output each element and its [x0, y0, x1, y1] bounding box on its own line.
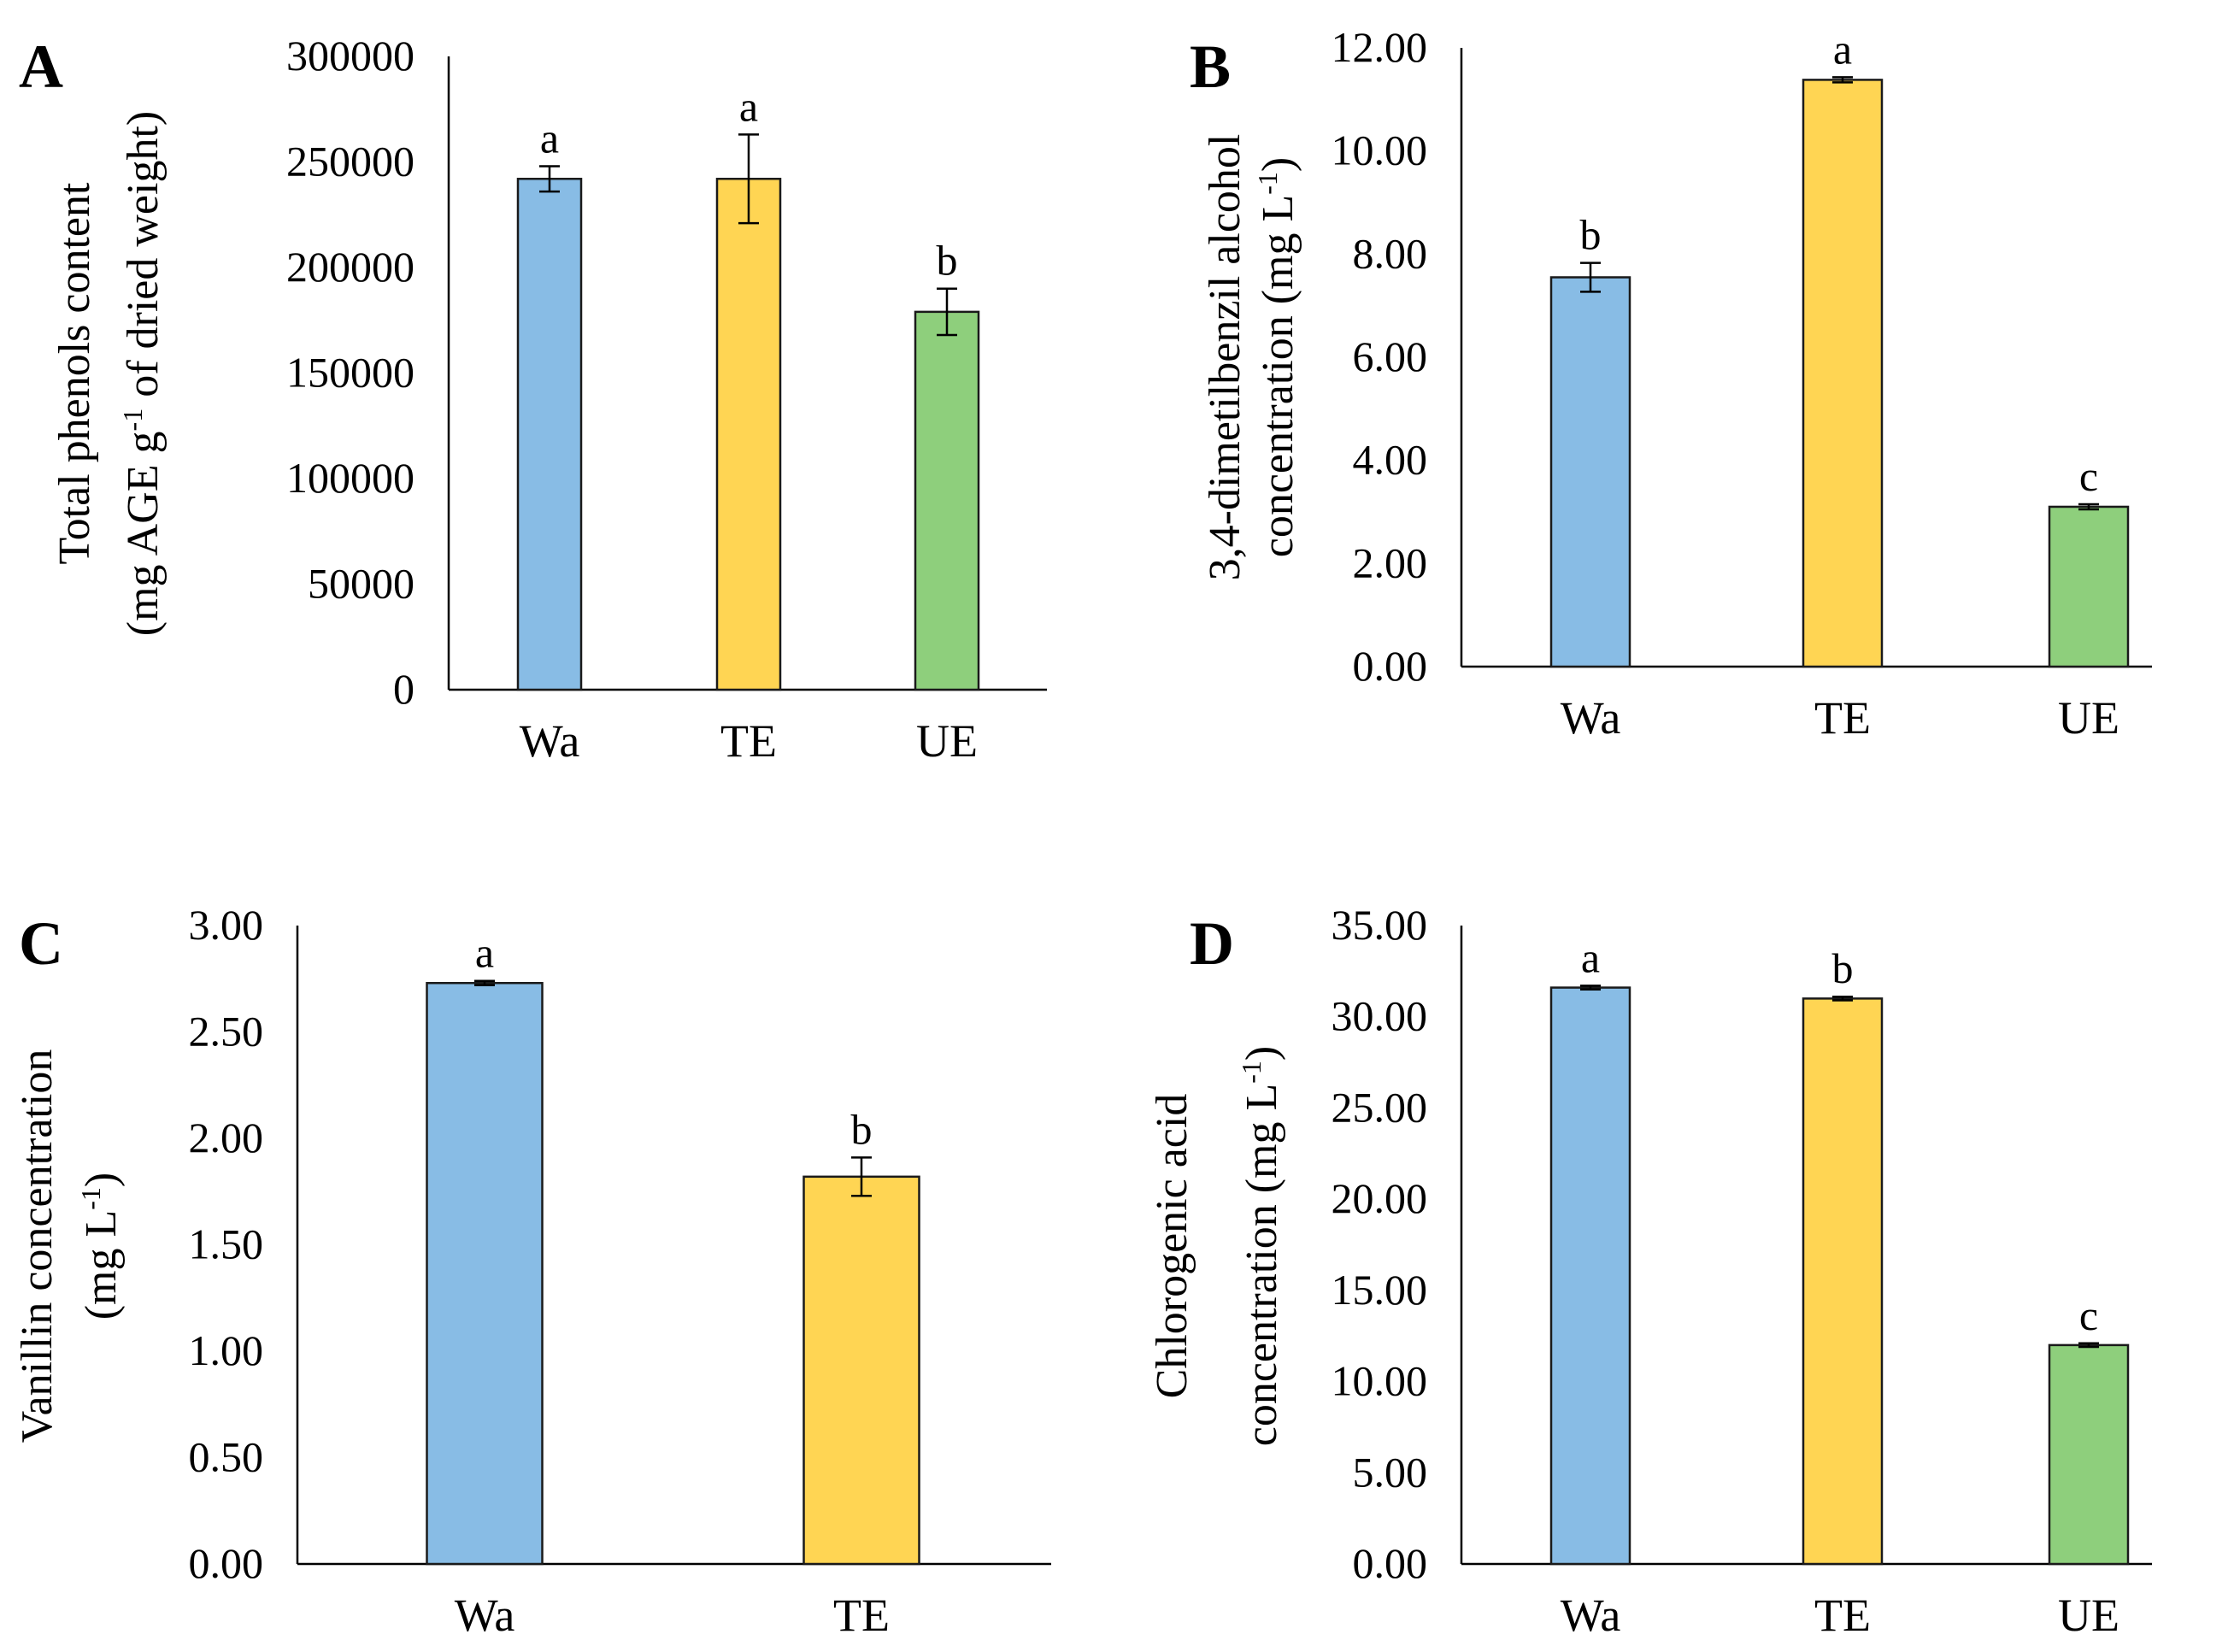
y-tick-label: 35.00 [1332, 901, 1428, 949]
chart-panel-c: C 0.00 0.50 1.00 1.50 2.00 2.50 3.00 a Wa b TE Vanil… [13, 901, 1051, 1641]
y-tick-label: 0.00 [189, 1539, 264, 1587]
y-tick-label: 0 [393, 665, 414, 713]
y-axis-title-line1: 3,4-dimetilbenzil alcohol [1201, 134, 1249, 581]
y-tick-label: 10.00 [1332, 1357, 1428, 1405]
significance-letter: a [475, 929, 494, 977]
panel-letter: A [19, 32, 63, 101]
bar-wa [1549, 276, 1631, 668]
y-axis-title-line2: (mg L-1) [75, 1173, 126, 1320]
y-axis-title-line1: Chlorogenic acid [1148, 1094, 1196, 1399]
panel-letter: D [1190, 909, 1234, 978]
bar-ue [2048, 505, 2130, 668]
y-tick-label: 30.00 [1332, 992, 1428, 1040]
y-tick-label: 8.00 [1353, 229, 1428, 277]
significance-letter: b [851, 1105, 873, 1153]
x-tick-label-te: TE [833, 1590, 890, 1641]
y-tick-label: 25.00 [1332, 1083, 1428, 1131]
bar-te [715, 178, 782, 691]
y-axis-title-line1: Total phenols content [50, 182, 99, 564]
y-tick-label: 15.00 [1332, 1266, 1428, 1314]
x-tick-label-wa: Wa [455, 1590, 515, 1641]
y-axis-title-line2: concentration (mg L-1) [1236, 1046, 1286, 1447]
significance-letter: b [1580, 211, 1602, 259]
x-tick-label-wa: Wa [520, 715, 580, 767]
x-tick-label-ue: UE [2058, 692, 2119, 744]
y-tick-label: 200000 [286, 243, 414, 291]
y-tick-label: 0.00 [1353, 1539, 1428, 1587]
x-tick-label-ue: UE [2058, 1590, 2119, 1641]
y-tick-label: 4.00 [1353, 436, 1428, 484]
chart-panel-a: A 0 50000 100000 150000 200000 250000 300000 a Wa… [19, 32, 1047, 767]
y-tick-label: 1.00 [189, 1326, 264, 1374]
panel-letter: B [1190, 32, 1231, 101]
y-tick-label: 0.50 [189, 1433, 264, 1481]
x-tick-label-wa: Wa [1561, 1590, 1621, 1641]
y-tick-label: 250000 [286, 138, 414, 185]
significance-letter: a [739, 82, 758, 130]
y-tick-label: 20.00 [1332, 1174, 1428, 1222]
y-tick-label: 150000 [286, 349, 414, 397]
bar-wa [1549, 986, 1631, 1566]
chart-panel-b: B 0.00 2.00 4.00 6.00 8.00 10.00 12.00 b Wa a TE c UE… [1190, 23, 2152, 744]
significance-letter: a [540, 114, 559, 162]
x-tick-label-te: TE [1814, 1590, 1871, 1641]
panel-letter: C [19, 909, 63, 978]
y-tick-label: 2.00 [189, 1114, 264, 1161]
significance-letter: a [1581, 933, 1600, 981]
bar-wa [516, 178, 583, 691]
significance-letter: c [2079, 1291, 2098, 1339]
y-tick-label: 10.00 [1332, 126, 1428, 174]
x-tick-label-wa: Wa [1561, 692, 1621, 744]
bar-ue [914, 310, 980, 691]
bar-te [1802, 79, 1884, 668]
y-axis-title-line2: (mg AGE g-1 of dried weight) [117, 111, 168, 636]
y-tick-label: 100000 [286, 454, 414, 502]
chart-panel-d: D 0.00 5.00 10.00 15.00 20.00 25.00 30.00 35.00 a… [1148, 901, 2152, 1641]
significance-letter: b [1832, 944, 1854, 992]
bar-wa [426, 981, 544, 1566]
significance-letter: a [1833, 25, 1852, 73]
y-tick-label: 2.00 [1353, 538, 1428, 586]
y-tick-label: 12.00 [1332, 23, 1428, 71]
bar-te [1802, 997, 1884, 1566]
y-tick-label: 300000 [286, 32, 414, 79]
y-tick-label: 1.50 [189, 1220, 264, 1268]
significance-letter: b [937, 237, 958, 285]
x-tick-label-te: TE [1814, 692, 1871, 744]
x-tick-label-ue: UE [916, 715, 978, 767]
x-tick-label-te: TE [720, 715, 777, 767]
y-axis-title-line2: concentration (mg L-1) [1252, 157, 1302, 558]
y-tick-label: 5.00 [1353, 1448, 1428, 1496]
y-tick-label: 6.00 [1353, 332, 1428, 380]
significance-letter: c [2079, 452, 2098, 500]
y-tick-label: 3.00 [189, 901, 264, 949]
bar-ue [2048, 1343, 2130, 1566]
y-axis-title-line1: Vanillin concentration [13, 1049, 62, 1443]
y-tick-label: 0.00 [1353, 642, 1428, 690]
bar-te [802, 1175, 920, 1566]
y-tick-label: 50000 [308, 560, 414, 608]
y-tick-label: 2.50 [189, 1008, 264, 1055]
